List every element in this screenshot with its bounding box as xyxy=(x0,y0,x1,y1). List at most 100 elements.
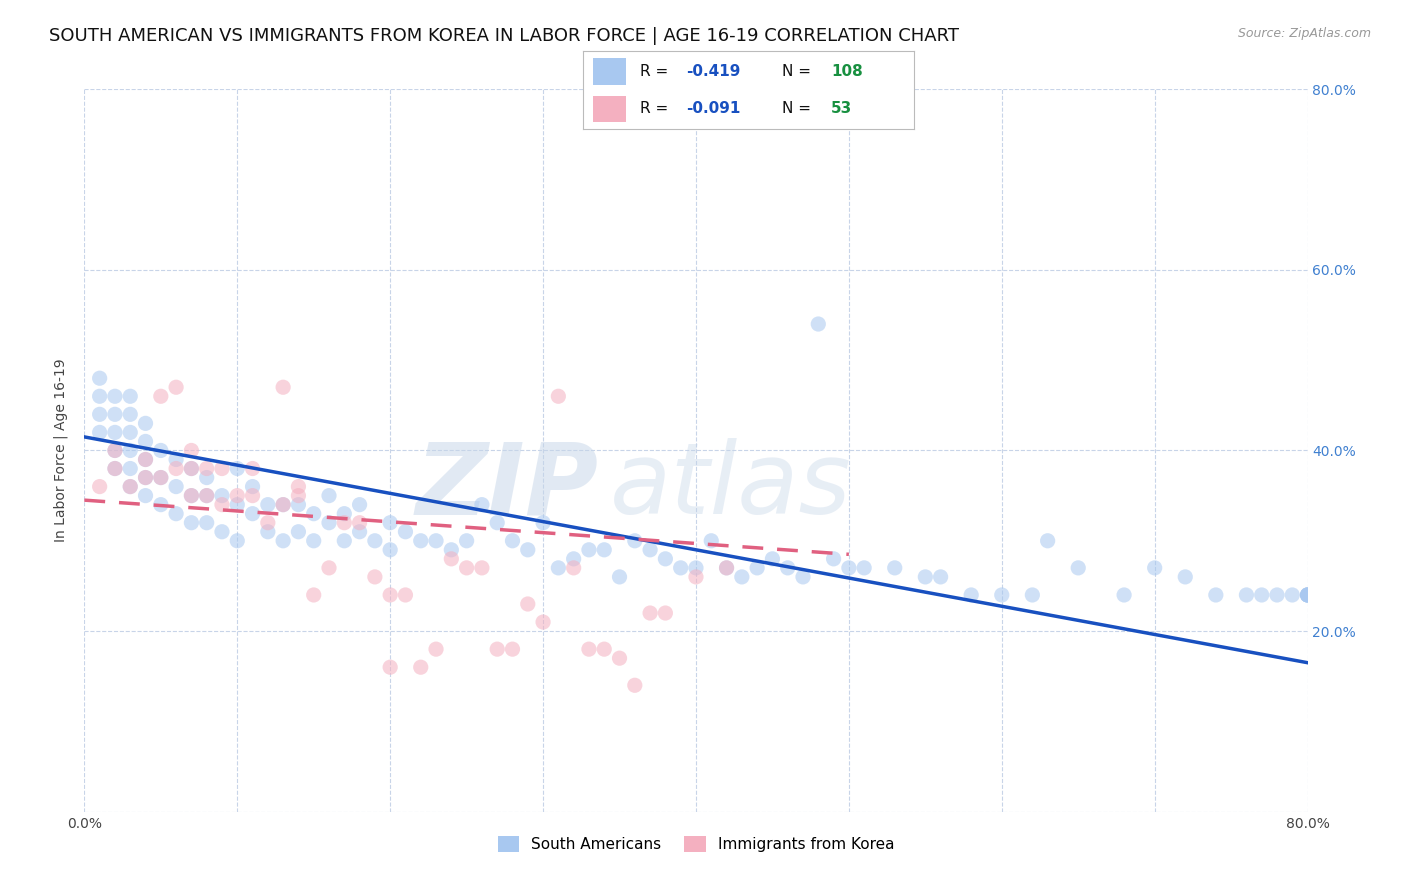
Point xyxy=(562,561,585,575)
Point xyxy=(89,425,111,440)
Point xyxy=(271,498,294,512)
Text: N =: N = xyxy=(782,63,811,78)
Point xyxy=(135,417,157,431)
Point xyxy=(486,516,509,530)
Text: R =: R = xyxy=(640,63,673,78)
Bar xyxy=(593,95,627,122)
Point xyxy=(638,606,661,620)
Point xyxy=(440,542,463,557)
Point xyxy=(211,489,233,503)
Point xyxy=(149,443,172,458)
Point xyxy=(624,533,647,548)
Legend: South Americans, Immigrants from Korea: South Americans, Immigrants from Korea xyxy=(492,830,900,858)
Point xyxy=(364,533,387,548)
Point xyxy=(135,434,157,449)
Point xyxy=(180,516,202,530)
Point xyxy=(271,498,294,512)
Point xyxy=(669,561,692,575)
Point xyxy=(257,524,280,539)
Point xyxy=(654,606,676,620)
Point xyxy=(195,489,218,503)
Point xyxy=(104,443,127,458)
Point xyxy=(516,542,538,557)
Point xyxy=(609,651,631,665)
Point xyxy=(242,489,264,503)
Point xyxy=(394,588,416,602)
Text: 53: 53 xyxy=(831,102,852,117)
Point xyxy=(486,642,509,657)
Point xyxy=(195,470,218,484)
Point xyxy=(409,533,432,548)
Text: -0.091: -0.091 xyxy=(686,102,741,117)
Point xyxy=(547,389,569,403)
Y-axis label: In Labor Force | Age 16-19: In Labor Force | Age 16-19 xyxy=(53,359,69,542)
Point xyxy=(287,524,309,539)
Point xyxy=(180,443,202,458)
Point xyxy=(165,507,187,521)
Point xyxy=(1143,561,1166,575)
Point xyxy=(226,489,249,503)
Point xyxy=(1296,588,1319,602)
Point xyxy=(271,533,294,548)
Point xyxy=(1067,561,1090,575)
Text: R =: R = xyxy=(640,102,673,117)
Point xyxy=(747,561,769,575)
Point xyxy=(425,533,447,548)
Point xyxy=(638,542,661,557)
Point xyxy=(380,542,402,557)
Point xyxy=(104,443,127,458)
Point xyxy=(149,389,172,403)
Point xyxy=(1296,588,1319,602)
Point xyxy=(776,561,799,575)
Point xyxy=(149,498,172,512)
Point xyxy=(531,615,554,629)
Point xyxy=(226,498,249,512)
Point xyxy=(135,470,157,484)
Point xyxy=(609,570,631,584)
Text: 108: 108 xyxy=(831,63,863,78)
Point xyxy=(302,507,325,521)
Text: atlas: atlas xyxy=(610,438,852,535)
Point xyxy=(302,533,325,548)
Point xyxy=(502,533,524,548)
Point xyxy=(211,498,233,512)
Point xyxy=(180,461,202,475)
Point xyxy=(1021,588,1043,602)
Point xyxy=(318,489,340,503)
Point xyxy=(700,533,723,548)
Bar xyxy=(593,58,627,85)
Point xyxy=(104,425,127,440)
Point xyxy=(456,561,478,575)
Point xyxy=(211,524,233,539)
Point xyxy=(104,407,127,422)
Point xyxy=(1114,588,1136,602)
Point xyxy=(318,561,340,575)
Point xyxy=(89,389,111,403)
Point xyxy=(165,480,187,494)
Point xyxy=(165,380,187,394)
Point xyxy=(257,498,280,512)
Point xyxy=(89,480,111,494)
Point xyxy=(242,461,264,475)
Point xyxy=(380,516,402,530)
Point xyxy=(180,461,202,475)
Point xyxy=(242,480,264,494)
Point xyxy=(257,516,280,530)
Point xyxy=(685,561,707,575)
Point xyxy=(853,561,876,575)
Point xyxy=(120,45,142,61)
Point xyxy=(654,551,676,566)
Point xyxy=(104,461,127,475)
Point xyxy=(135,452,157,467)
Point xyxy=(792,570,814,584)
Point xyxy=(271,380,294,394)
Point xyxy=(333,516,356,530)
Text: N =: N = xyxy=(782,102,811,117)
Point xyxy=(287,480,309,494)
Point xyxy=(226,461,249,475)
Point xyxy=(135,470,157,484)
Point xyxy=(531,516,554,530)
Point xyxy=(195,516,218,530)
Point xyxy=(349,516,371,530)
Point xyxy=(685,570,707,584)
